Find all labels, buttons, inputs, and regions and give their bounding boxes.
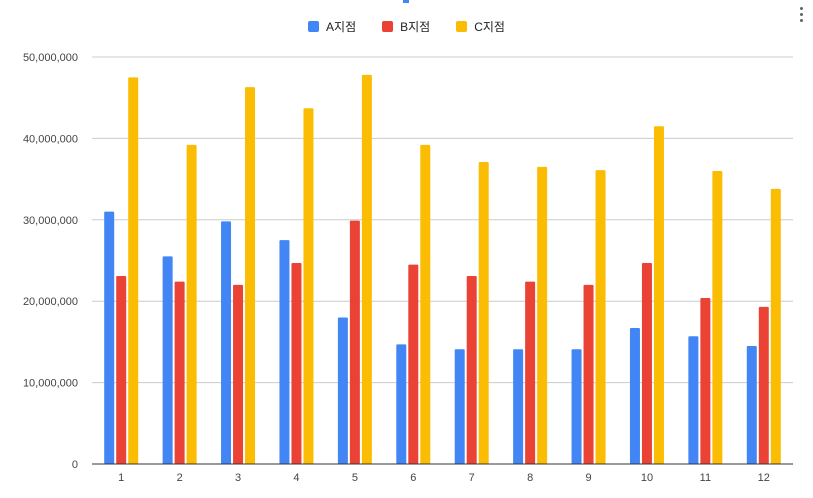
bar-series-2-cat-3[interactable] xyxy=(233,284,244,464)
legend: A지점 B지점 C지점 xyxy=(0,18,813,35)
x-tick-label: 11 xyxy=(700,472,711,484)
x-tick-label: 10 xyxy=(641,472,653,484)
legend-label-b: B지점 xyxy=(400,20,431,34)
bar-series-3-cat-1[interactable] xyxy=(128,77,139,464)
y-tick-label: 50,000,000 xyxy=(23,52,78,64)
bar-series-2-cat-9[interactable] xyxy=(583,284,594,464)
bar-series-1-cat-11[interactable] xyxy=(688,336,699,464)
bar-series-2-cat-6[interactable] xyxy=(408,264,419,464)
legend-label-a: A지점 xyxy=(326,20,357,34)
legend-item-b[interactable]: B지점 xyxy=(382,18,430,35)
bar-series-2-cat-7[interactable] xyxy=(466,275,477,464)
bar-series-2-cat-12[interactable] xyxy=(758,306,769,464)
legend-swatch-a xyxy=(308,21,320,32)
bar-series-1-cat-8[interactable] xyxy=(513,349,524,464)
bar-series-3-cat-3[interactable] xyxy=(245,87,256,465)
legend-swatch-c xyxy=(456,21,468,32)
bar-series-1-cat-9[interactable] xyxy=(571,349,582,464)
bar-series-1-cat-12[interactable] xyxy=(746,345,757,464)
x-tick-label: 6 xyxy=(410,472,416,484)
x-tick-label: 8 xyxy=(527,472,533,484)
bar-series-2-cat-5[interactable] xyxy=(349,220,360,464)
bar-series-1-cat-4[interactable] xyxy=(279,240,290,464)
x-tick-label: 1 xyxy=(118,472,124,484)
y-tick-label: 30,000,000 xyxy=(23,215,78,227)
bar-series-3-cat-6[interactable] xyxy=(420,144,431,465)
bar-series-2-cat-1[interactable] xyxy=(116,275,127,464)
bar-series-3-cat-8[interactable] xyxy=(537,166,548,464)
x-tick-label: 9 xyxy=(585,472,591,484)
bar-series-2-cat-2[interactable] xyxy=(174,281,185,464)
bar-series-3-cat-10[interactable] xyxy=(653,126,664,464)
bar-series-1-cat-5[interactable] xyxy=(337,317,348,464)
bar-series-3-cat-9[interactable] xyxy=(595,170,606,464)
y-tick-label: 10,000,000 xyxy=(23,378,78,390)
bar-series-1-cat-1[interactable] xyxy=(104,211,115,464)
legend-item-a[interactable]: A지점 xyxy=(308,18,356,35)
bar-series-1-cat-2[interactable] xyxy=(162,256,173,464)
y-tick-label: 40,000,000 xyxy=(23,133,78,145)
bar-series-2-cat-4[interactable] xyxy=(291,262,302,464)
more-vert-icon[interactable] xyxy=(793,4,809,24)
bar-series-2-cat-11[interactable] xyxy=(700,297,711,464)
bar-series-3-cat-2[interactable] xyxy=(186,144,197,465)
legend-label-c: C지점 xyxy=(474,20,505,34)
bar-series-3-cat-5[interactable] xyxy=(361,74,372,465)
bar-series-1-cat-10[interactable] xyxy=(629,328,640,464)
bar-series-3-cat-11[interactable] xyxy=(712,170,723,464)
bar-series-3-cat-7[interactable] xyxy=(478,162,489,465)
y-tick-label: 20,000,000 xyxy=(23,296,78,308)
bar-series-1-cat-3[interactable] xyxy=(221,221,232,464)
x-tick-label: 12 xyxy=(758,472,770,484)
x-tick-label: 5 xyxy=(352,472,358,484)
legend-swatch-b xyxy=(382,21,394,32)
x-tick-label: 2 xyxy=(177,472,183,484)
bar-series-1-cat-6[interactable] xyxy=(396,344,407,464)
bar-series-3-cat-12[interactable] xyxy=(770,188,781,465)
bar-series-3-cat-4[interactable] xyxy=(303,108,314,465)
top-marker xyxy=(403,0,409,3)
x-tick-label: 3 xyxy=(235,472,241,484)
legend-item-c[interactable]: C지점 xyxy=(456,18,505,35)
x-tick-label: 4 xyxy=(293,472,299,484)
y-tick-label: 0 xyxy=(72,459,78,471)
bar-series-2-cat-8[interactable] xyxy=(525,281,536,464)
bar-series-2-cat-10[interactable] xyxy=(641,262,652,464)
x-tick-label: 7 xyxy=(469,472,475,484)
bar-series-1-cat-7[interactable] xyxy=(454,349,465,464)
